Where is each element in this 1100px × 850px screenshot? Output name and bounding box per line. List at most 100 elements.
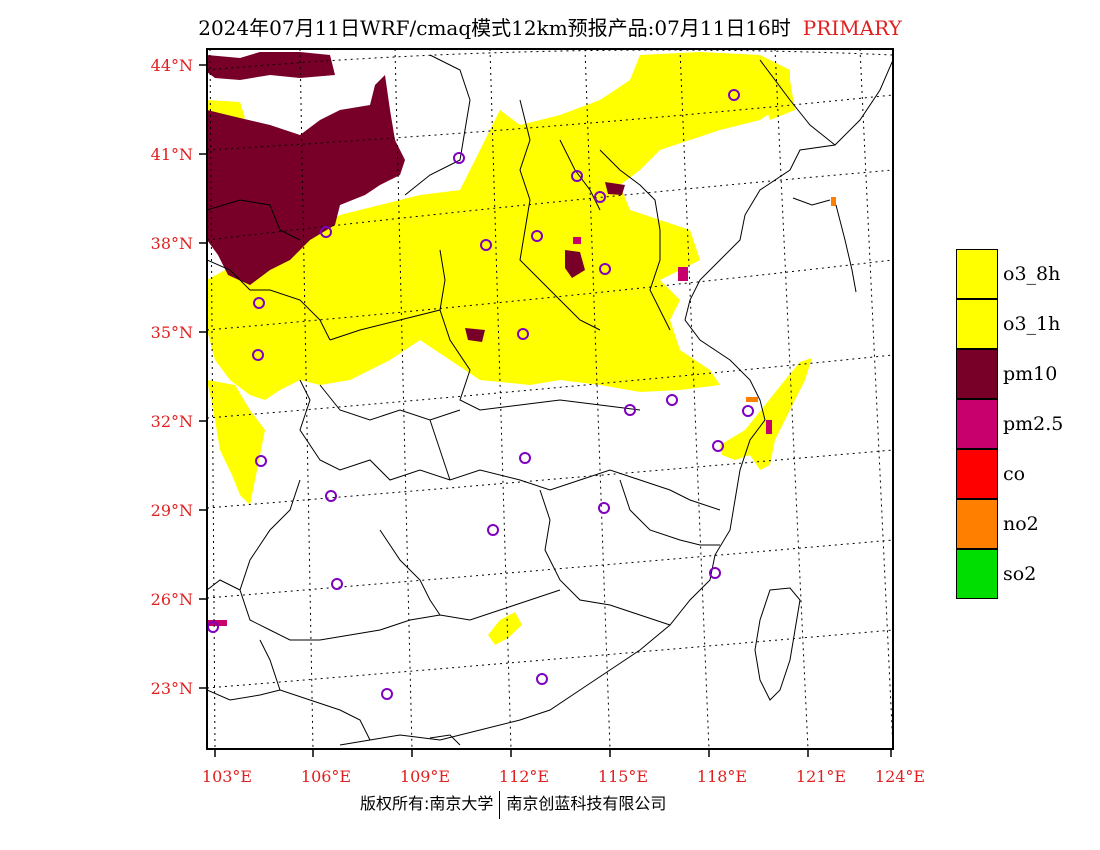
boundary-east-north xyxy=(759,59,836,146)
station-marker xyxy=(536,673,548,685)
boundary-central-3 xyxy=(319,384,461,421)
lat-label: 35°N xyxy=(151,323,193,342)
o3-regions xyxy=(207,52,812,645)
o3-region-liaoning xyxy=(760,80,795,120)
pm10-region-northwest xyxy=(207,75,405,285)
graticule-lat-32 xyxy=(207,354,893,419)
copyright-footer: 版权所有:南京大学 南京创蓝科技有限公司 xyxy=(360,790,666,819)
station-marker xyxy=(325,490,337,502)
legend-swatch xyxy=(956,499,998,549)
graticule-lat-26 xyxy=(207,539,893,599)
title-text: 2024年07月11日WRF/cmaq模式12km预报产品:07月11日16时 xyxy=(198,16,791,40)
station-marker xyxy=(320,226,332,238)
station-marker xyxy=(712,440,724,452)
boundary-west-3 xyxy=(379,529,441,616)
lon-label: 106°E xyxy=(301,767,351,786)
legend-label: so2 xyxy=(1003,563,1037,585)
legend-label: o3_1h xyxy=(1003,313,1061,335)
station-marker xyxy=(571,170,583,182)
no2-patches xyxy=(746,197,836,402)
lat-label: 29°N xyxy=(151,501,193,520)
map-frame xyxy=(206,48,894,750)
legend-swatch xyxy=(956,299,998,349)
primary-badge: PRIMARY xyxy=(802,16,902,40)
pm25-patch-hebei xyxy=(573,237,581,244)
boundary-korea-1 xyxy=(835,204,857,293)
graticule-lon-115 xyxy=(584,49,611,749)
boundary-korea-2 xyxy=(792,197,831,206)
station-marker xyxy=(709,567,721,579)
station-marker xyxy=(666,394,678,406)
legend-swatch xyxy=(956,349,998,399)
station-marker xyxy=(598,502,610,514)
footer-divider xyxy=(499,790,501,819)
graticule-lon-112 xyxy=(489,49,512,749)
lon-label: 121°E xyxy=(796,767,846,786)
boundary-west-4 xyxy=(207,579,241,591)
boundary-north-3 xyxy=(599,149,671,331)
boundary-taiwan xyxy=(754,587,801,701)
lat-label: 44°N xyxy=(151,56,193,75)
graticule-lon-106 xyxy=(299,49,314,749)
legend-label: o3_8h xyxy=(1003,263,1061,285)
station-marker xyxy=(480,239,492,251)
station-marker xyxy=(331,578,343,590)
copyright-text: 版权所有:南京大学 xyxy=(360,794,494,813)
boundary-north-2 xyxy=(519,99,601,331)
lat-axis: 44°N 41°N 38°N 35°N 32°N 29°N 26°N 23°N xyxy=(151,56,207,698)
station-marker xyxy=(517,328,529,340)
boundary-west-2 xyxy=(259,639,371,741)
graticule-lon-124 xyxy=(859,49,893,749)
legend-label: co xyxy=(1003,463,1026,485)
legend-swatch xyxy=(956,399,998,449)
pm10-patch-beijing xyxy=(605,182,625,195)
boundary-central-2 xyxy=(329,309,441,341)
station-marker xyxy=(531,230,543,242)
graticule-lat-44 xyxy=(207,49,893,71)
station-marker xyxy=(519,452,531,464)
legend-label: pm10 xyxy=(1003,363,1058,385)
o3-region-east-coast xyxy=(720,358,812,470)
pm10-regions xyxy=(207,52,625,342)
station-marker xyxy=(453,152,465,164)
legend-swatch xyxy=(956,449,998,499)
boundaries xyxy=(207,54,893,746)
lat-label: 26°N xyxy=(151,590,193,609)
stations xyxy=(207,89,754,700)
boundary-south-4 xyxy=(619,479,720,546)
boundary-south-3 xyxy=(539,489,671,626)
legend-swatch xyxy=(956,549,998,599)
station-marker xyxy=(594,191,606,203)
station-marker xyxy=(381,688,393,700)
pm25-patch-shandong xyxy=(678,267,688,281)
map-content xyxy=(207,49,893,749)
legend-label: no2 xyxy=(1003,513,1039,535)
legend-swatch xyxy=(956,249,998,299)
company-text: 南京创蓝科技有限公司 xyxy=(506,794,667,813)
station-marker xyxy=(253,297,265,309)
graticule-lon-118 xyxy=(679,49,710,749)
lon-label: 109°E xyxy=(400,767,450,786)
lon-label: 112°E xyxy=(499,767,549,786)
graticule-lon-121 xyxy=(774,49,809,749)
pm10-patch-hebei xyxy=(565,250,585,278)
boundary-northwest-1 xyxy=(207,199,301,241)
lon-axis: 103°E 106°E 109°E 112°E 115°E 118°E 121°… xyxy=(202,749,925,786)
no2-patch-yellow-sea xyxy=(831,197,836,206)
lon-label: 118°E xyxy=(697,767,747,786)
no2-patch-jiangsu xyxy=(746,397,758,402)
graticule-lat-35 xyxy=(207,259,893,331)
lat-label: 41°N xyxy=(151,145,193,164)
boundary-south-2 xyxy=(429,419,451,481)
boundary-south-1 xyxy=(299,379,721,511)
lat-label: 23°N xyxy=(151,679,193,698)
boundary-hainan xyxy=(429,734,461,746)
graticule-lat-23 xyxy=(207,629,893,689)
station-marker xyxy=(487,524,499,536)
graticule-lon-109 xyxy=(394,49,413,749)
o3-region-north xyxy=(207,52,790,400)
graticule-lat-41 xyxy=(207,94,893,151)
boundary-west-1 xyxy=(239,479,561,641)
station-marker xyxy=(255,455,267,467)
